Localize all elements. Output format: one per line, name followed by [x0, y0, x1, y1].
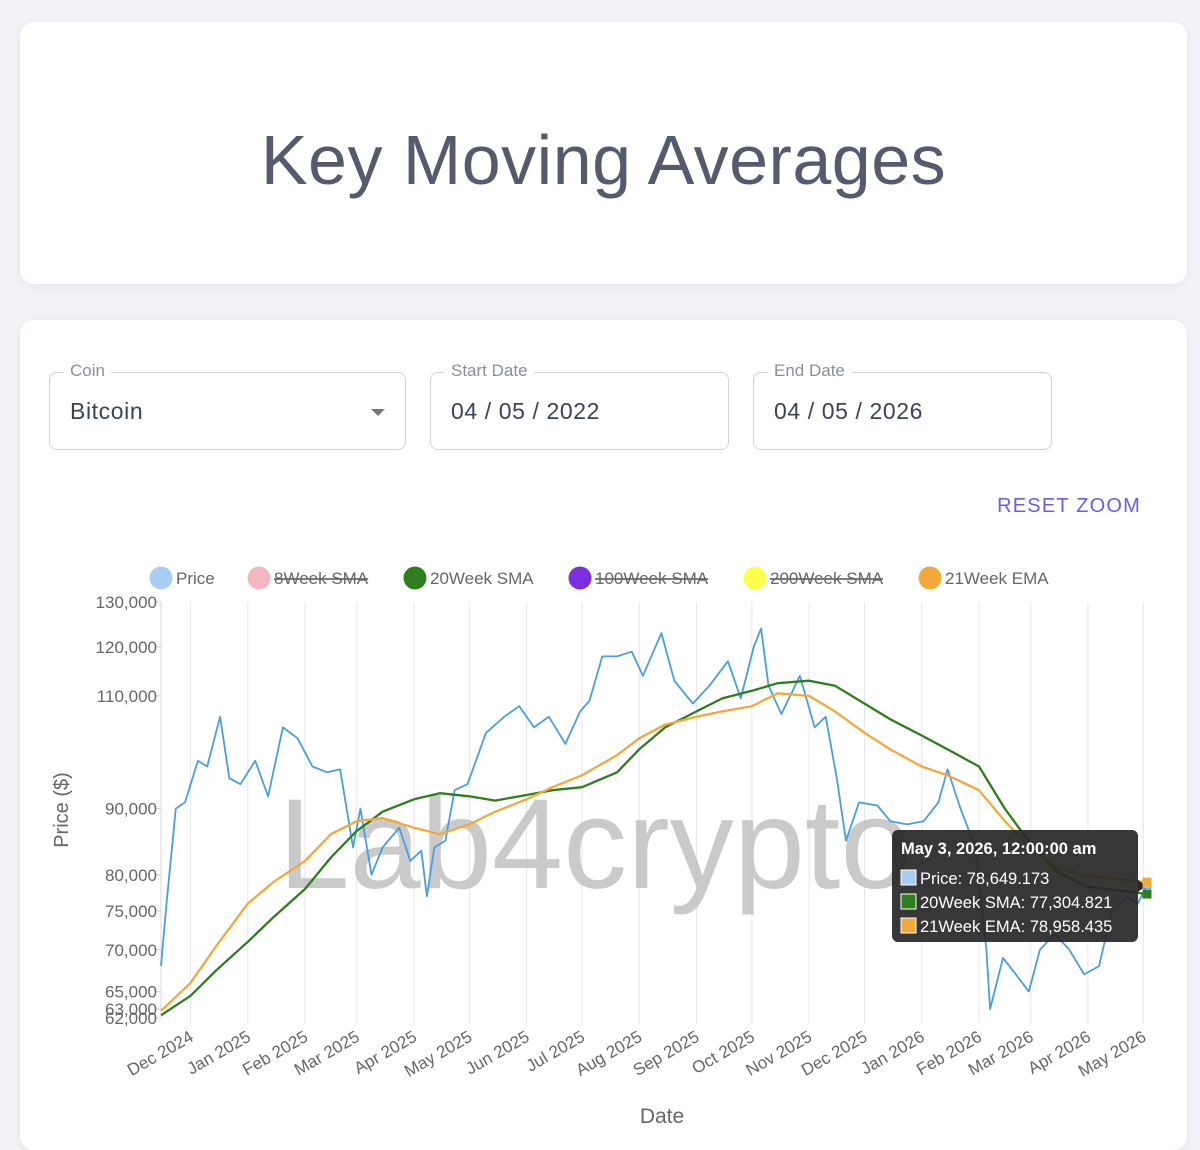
legend-label: 100Week SMA — [595, 569, 709, 588]
y-tick-label: 80,000 — [105, 866, 157, 885]
y-tick-label: 90,000 — [105, 800, 157, 819]
chart-series — [160, 627, 1148, 1017]
x-tick-label: Sep 2025 — [630, 1027, 703, 1080]
chevron-down-icon[interactable] — [371, 409, 385, 416]
hover-marker — [1142, 877, 1152, 887]
legend-swatch — [149, 566, 173, 590]
tooltip-line: Price: 78,649.173 — [920, 870, 1049, 888]
legend-swatch — [247, 566, 271, 590]
coin-select[interactable]: Coin Bitcoin — [49, 361, 406, 450]
series-line-price — [160, 627, 1148, 1010]
y-tick-label: 65,000 — [105, 982, 157, 1001]
tooltip-line: 20Week SMA: 77,304.821 — [920, 894, 1112, 912]
legend-label: 20Week SMA — [430, 569, 534, 588]
y-tick-label: 70,000 — [105, 941, 157, 960]
series-line-20week-sma — [160, 679, 1148, 1017]
hover-marker — [1142, 889, 1152, 899]
x-axis-title: Date — [640, 1105, 684, 1128]
series-line-21week-ema — [160, 692, 1148, 1012]
legend-swatch — [743, 566, 767, 590]
y-axis-title: Price ($) — [51, 772, 73, 848]
tooltip-caret — [1138, 880, 1146, 892]
chart-legend[interactable]: Price 8Week SMA 20Week SMA 100Week SMA 200We… — [149, 566, 1050, 590]
tooltip-swatch — [900, 917, 917, 934]
start-date-label: Start Date — [445, 361, 534, 381]
legend-item-price[interactable]: Price — [149, 566, 215, 590]
legend-item-8week-sma[interactable]: 8Week SMA — [247, 566, 369, 590]
legend-item-200week-sma[interactable]: 200Week SMA — [743, 566, 884, 590]
y-tick-label: 63,000 — [105, 1000, 157, 1019]
x-tick-label: Dec 2024 — [124, 1027, 197, 1080]
coin-value: Bitcoin — [70, 398, 144, 424]
legend-label: 8Week SMA — [274, 569, 369, 588]
legend-swatch — [403, 566, 427, 590]
tooltip-swatch — [900, 869, 917, 886]
reset-zoom-button[interactable]: RESET ZOOM — [997, 495, 1141, 517]
title-card: Key Moving Averages — [20, 22, 1187, 284]
y-tick-label: 62,000 — [105, 1009, 157, 1028]
legend-item-20week-sma[interactable]: 20Week SMA — [403, 566, 535, 590]
legend-label: 21Week EMA — [945, 569, 1049, 588]
legend-item-21week-ema[interactable]: 21Week EMA — [918, 566, 1050, 590]
end-date-field[interactable]: End Date 04 / 05 / 2026 — [753, 361, 1052, 450]
legend-swatch — [568, 566, 592, 590]
y-tick-label: 110,000 — [97, 687, 157, 706]
legend-swatch — [918, 566, 942, 590]
end-date-label: End Date — [768, 361, 851, 381]
chart-tooltip: May 3, 2026, 12:00:00 am Price: 78,649.17… — [892, 830, 1152, 942]
legend-item-100week-sma[interactable]: 100Week SMA — [568, 566, 709, 590]
chart-grid — [190, 602, 1144, 1024]
legend-label: 200Week SMA — [770, 569, 884, 588]
legend-label: Price — [176, 569, 215, 588]
y-tick-label: 120,000 — [96, 638, 157, 657]
start-date-value[interactable]: 04 / 05 / 2022 — [451, 398, 601, 424]
watermark: Lab4crypto — [278, 773, 911, 916]
tooltip-swatch — [900, 893, 917, 910]
coin-label: Coin — [64, 361, 111, 381]
tooltip-title: May 3, 2026, 12:00:00 am — [901, 840, 1096, 858]
end-date-value[interactable]: 04 / 05 / 2026 — [774, 398, 924, 424]
y-tick-label: 130,000 — [96, 593, 157, 612]
tooltip-line: 21Week EMA: 78,958.435 — [920, 918, 1112, 936]
x-tick-label: Jun 2025 — [463, 1027, 533, 1078]
y-tick-label: 75,000 — [105, 902, 157, 921]
start-date-field[interactable]: Start Date 04 / 05 / 2022 — [430, 361, 729, 450]
tooltip-box — [892, 830, 1138, 942]
page-title: Key Moving Averages — [260, 121, 947, 199]
